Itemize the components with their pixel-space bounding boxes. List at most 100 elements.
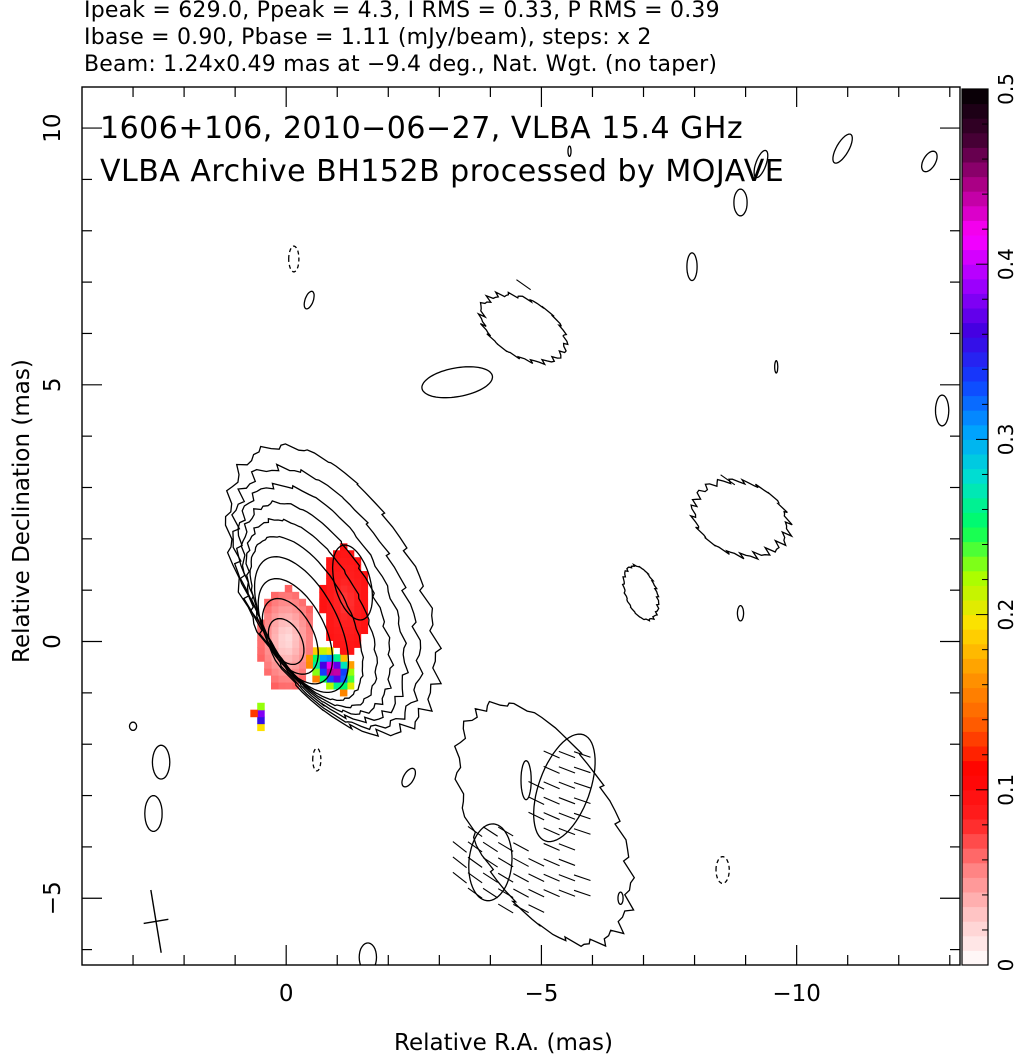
- colorbar-segment: [962, 570, 988, 586]
- polarization-pixel: [305, 640, 313, 648]
- colorbar-segment: [962, 906, 988, 922]
- polarization-pixel: [339, 557, 348, 565]
- polarization-pixel: [333, 626, 341, 635]
- polarization-pixel: [257, 647, 265, 655]
- polarization-pixel: [277, 626, 286, 635]
- polarization-pixel: [270, 633, 279, 641]
- negative-contour: [288, 245, 300, 273]
- polarization-pixel: [346, 626, 355, 635]
- polarization-pixel: [298, 619, 307, 628]
- polarization-pixel: [284, 647, 293, 655]
- plot-frame: [81, 86, 961, 966]
- polarization-pixel: [298, 640, 307, 648]
- colorbar-segment: [962, 877, 988, 893]
- polarization-pixel: [339, 612, 348, 621]
- polarization-pixel: [333, 571, 341, 579]
- intensity-contour: [257, 578, 334, 685]
- polarization-pixel: [339, 640, 348, 648]
- polarization-pixel: [360, 591, 369, 600]
- polarization-pixel: [353, 619, 362, 628]
- intensity-contour: [453, 700, 636, 948]
- colorbar-segment: [962, 833, 988, 849]
- polarization-pixel: [339, 647, 348, 655]
- colorbar-segment: [962, 264, 988, 280]
- noise-contour: [567, 145, 572, 157]
- polarization-pixel: [277, 640, 286, 648]
- polarization-pixel: [312, 654, 320, 662]
- y-tick-label: −5: [40, 881, 66, 915]
- polarization-pixel: [284, 681, 293, 690]
- polarization-pixel: [291, 640, 300, 648]
- polarization-pixel: [277, 681, 286, 690]
- polarization-pixel: [353, 571, 362, 579]
- colorbar-tick-label: 0.5: [994, 73, 1018, 105]
- polarization-pixel: [319, 598, 327, 607]
- polarization-pixel: [346, 571, 355, 579]
- polarization-pixel: [326, 612, 334, 621]
- polarization-pixel: [346, 564, 355, 572]
- evpa-vector: [558, 858, 576, 866]
- polarization-pixel: [284, 675, 293, 683]
- intensity-contour: [421, 366, 494, 399]
- colorbar-segment: [962, 410, 988, 426]
- polarization-pixel: [305, 612, 313, 621]
- colorbar-segment: [962, 147, 988, 163]
- polarization-pixel: [250, 709, 258, 718]
- polarization-pixel: [333, 584, 341, 593]
- polarization-pixel: [333, 681, 341, 690]
- colorbar-segment: [962, 103, 988, 119]
- polarization-pixel: [339, 654, 348, 662]
- noise-contour: [920, 150, 938, 173]
- colorbar-segment: [962, 497, 988, 513]
- colorbar-segment: [962, 629, 988, 645]
- polarization-pixel: [277, 619, 286, 628]
- intensity-contour: [621, 563, 660, 622]
- polarization-pixel: [291, 633, 300, 641]
- intensity-contour: [468, 823, 513, 902]
- polarization-pixel: [326, 654, 334, 662]
- evpa-vector: [558, 797, 576, 805]
- evpa-vector: [528, 858, 545, 867]
- polarization-pixel: [333, 591, 341, 600]
- polarization-pixel: [291, 661, 300, 669]
- intensity-contour: [231, 463, 424, 731]
- intensity-contour: [245, 517, 379, 709]
- colorbar-tick-label: 0.2: [994, 599, 1018, 631]
- polarization-pixel: [319, 591, 327, 600]
- colorbar-segment: [962, 731, 988, 747]
- evpa-vector: [543, 842, 560, 851]
- polarization-pixel: [339, 661, 348, 669]
- intensity-contour: [688, 478, 794, 561]
- polarization-pixel: [360, 612, 369, 621]
- polarization-pixel: [319, 654, 327, 662]
- polarization-pixel: [284, 654, 293, 662]
- polarization-pixel: [346, 681, 355, 690]
- polarization-pixel: [326, 564, 334, 572]
- evpa-vector: [543, 781, 560, 790]
- beam-minor-axis: [143, 918, 169, 925]
- colorbar-segment: [962, 220, 988, 236]
- evpa-vector: [543, 812, 560, 821]
- polarization-pixel: [346, 619, 355, 628]
- polarization-pixel: [339, 577, 348, 586]
- evpa-vector: [482, 857, 498, 868]
- colorbar-segment: [962, 278, 988, 294]
- header-line-stats: Ipeak = 629.0, Ppeak = 4.3, I RMS = 0.33…: [84, 0, 720, 23]
- evpa-vector: [558, 843, 576, 851]
- colorbar-segment: [962, 556, 988, 572]
- polarization-pixel: [277, 598, 286, 607]
- y-tick-label: 10: [40, 113, 66, 142]
- polarization-pixel: [284, 584, 293, 593]
- evpa-vector: [513, 842, 529, 852]
- polarization-pixel: [353, 584, 362, 593]
- evpa-vector: [573, 828, 591, 835]
- evpa-vector: [543, 750, 560, 759]
- polarization-pixel: [291, 591, 300, 600]
- colorbar-tick-label: 0.4: [994, 248, 1018, 280]
- polarization-pixel: [353, 577, 362, 586]
- polarization-pixel: [353, 598, 362, 607]
- evpa-vector: [467, 872, 483, 884]
- polarization-pixel: [326, 647, 334, 655]
- polarization-pixel: [333, 577, 341, 586]
- polarization-pixel: [264, 654, 272, 662]
